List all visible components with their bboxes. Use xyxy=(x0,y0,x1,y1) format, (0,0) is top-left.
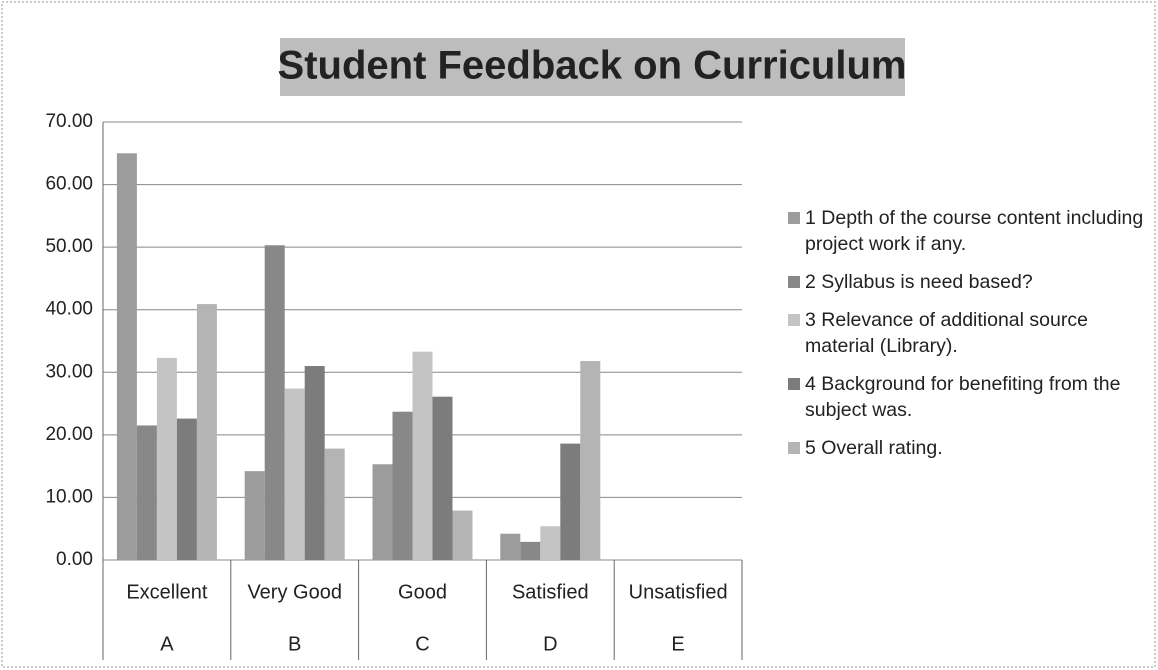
bar xyxy=(580,361,601,560)
legend-item: 1 Depth of the course content including … xyxy=(770,205,1150,257)
x-tick-label: Very Good xyxy=(247,581,342,603)
legend-item: 2 Syllabus is need based? xyxy=(770,269,1150,295)
legend-swatch xyxy=(788,276,800,288)
legend-item: 3 Relevance of additional source materia… xyxy=(770,307,1150,359)
legend-label: 5 Overall rating. xyxy=(805,437,943,459)
bar xyxy=(304,366,325,560)
legend-item: 5 Overall rating. xyxy=(770,435,1150,461)
x-tick-letter: B xyxy=(288,633,301,655)
bar xyxy=(560,443,581,560)
x-tick-label: Unsatisfied xyxy=(629,581,728,603)
legend-swatch xyxy=(788,314,800,326)
y-tick-label: 10.00 xyxy=(45,486,93,507)
y-tick-label: 30.00 xyxy=(45,361,93,382)
legend-item: 4 Background for benefiting from the sub… xyxy=(770,371,1150,423)
bar xyxy=(520,541,541,560)
bar xyxy=(452,510,473,560)
x-tick-label: Satisfied xyxy=(512,581,589,603)
bar xyxy=(196,304,217,560)
title-background xyxy=(280,38,905,96)
x-tick-letter: D xyxy=(543,633,557,655)
bar xyxy=(372,464,393,560)
x-tick-letter: C xyxy=(415,633,429,655)
bar xyxy=(500,533,521,560)
y-tick-label: 50.00 xyxy=(45,236,93,257)
x-tick-label: Excellent xyxy=(126,581,208,603)
bar xyxy=(324,448,345,560)
bar xyxy=(264,245,285,560)
chart-title: Student Feedback on Curriculum xyxy=(278,44,907,88)
bar xyxy=(432,396,453,560)
bar xyxy=(412,351,433,560)
legend-label: 3 Relevance of additional source materia… xyxy=(805,309,1088,357)
y-tick-label: 40.00 xyxy=(45,299,93,320)
x-tick-label: Good xyxy=(398,581,447,603)
bar xyxy=(392,411,413,560)
bar xyxy=(540,526,561,560)
y-tick-label: 0.00 xyxy=(56,549,93,570)
legend-swatch xyxy=(788,212,800,224)
legend-label: 2 Syllabus is need based? xyxy=(805,271,1033,293)
bar xyxy=(284,388,305,560)
bar xyxy=(156,357,177,560)
x-tick-letter: A xyxy=(160,633,174,655)
y-tick-label: 20.00 xyxy=(45,424,93,445)
legend-label: 1 Depth of the course content including … xyxy=(805,207,1144,255)
y-tick-label: 60.00 xyxy=(45,174,93,195)
bar xyxy=(244,471,265,560)
legend: 1 Depth of the course content including … xyxy=(770,205,1150,473)
y-tick-label: 70.00 xyxy=(45,111,93,132)
x-tick-letter: E xyxy=(671,633,684,655)
legend-label: 4 Background for benefiting from the sub… xyxy=(805,373,1121,421)
legend-swatch xyxy=(788,442,800,454)
bar xyxy=(176,418,197,560)
bar xyxy=(116,153,137,561)
legend-swatch xyxy=(788,378,800,390)
bar xyxy=(136,425,157,560)
